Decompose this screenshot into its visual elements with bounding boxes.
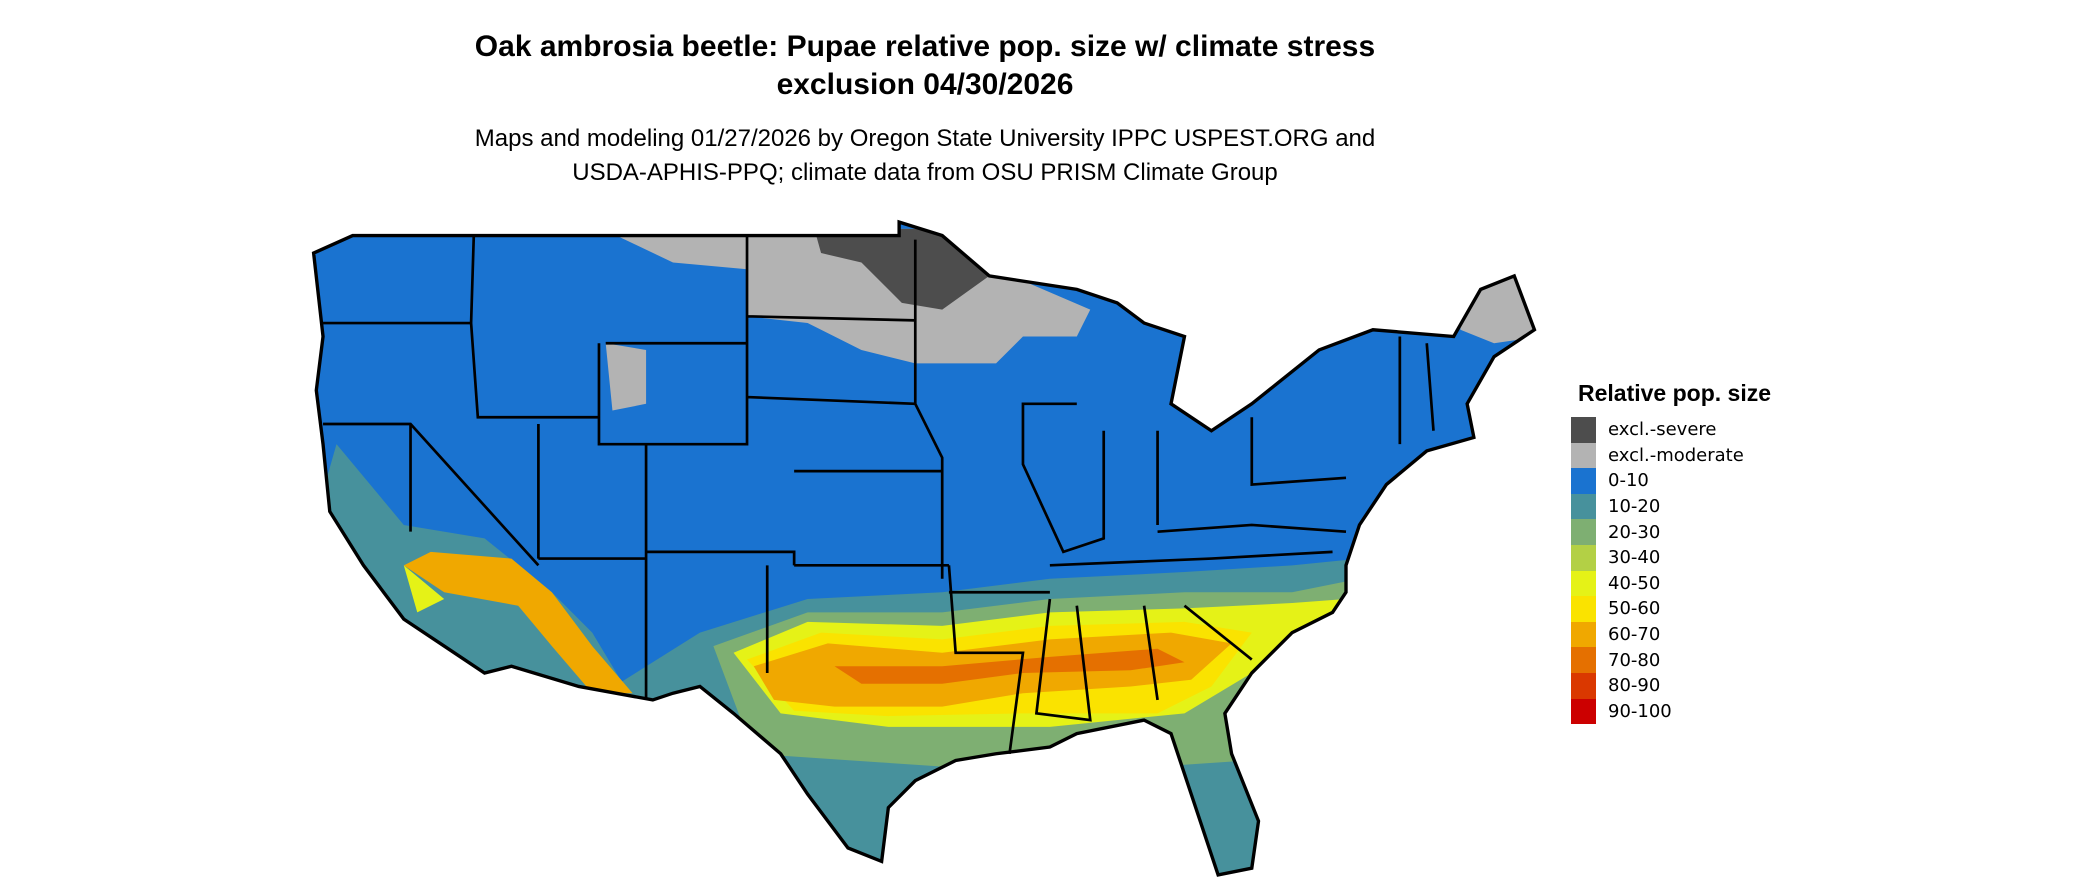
legend-item: excl.-severe [1571,417,1771,443]
legend-swatch [1571,442,1596,469]
legend-label: 20-30 [1608,521,1661,543]
legend-label: 10-20 [1608,496,1661,518]
zone-70-80 [834,648,1185,684]
zone-60-70-west [403,551,633,694]
legend-swatch [1571,493,1596,520]
map-legend: Relative pop. size excl.-severe excl.-mod… [1571,380,1772,725]
legend-label: 70-80 [1608,649,1661,671]
map-title-line2: exclusion 04/30/2026 [776,68,1074,101]
state-boundaries [323,235,1435,754]
legend-swatch [1571,596,1596,622]
legend-swatch [1571,519,1596,545]
legend-swatch [1571,647,1596,673]
legend-item: 0-10 [1571,468,1771,494]
legend-label: 90-100 [1608,700,1672,722]
legend-label: 80-90 [1608,675,1661,697]
legend-label: 60-70 [1608,624,1661,646]
us-border [311,219,1537,877]
legend-item: 20-30 [1571,519,1771,545]
legend-swatch [1571,468,1596,494]
legend-swatch [1571,570,1596,597]
legend-label: 40-50 [1608,572,1661,594]
zone-40-50-west [403,565,445,613]
zone-excl-severe [814,228,990,310]
legend-item: 80-90 [1571,672,1771,699]
map-title-line1: Oak ambrosia beetle: Pupae relative pop.… [474,30,1376,63]
legend-item: 30-40 [1571,544,1771,571]
legend-swatch [1571,544,1596,571]
map-subtitle-line1: Maps and modeling 01/27/2026 by Oregon S… [474,125,1376,152]
legend-label: 30-40 [1608,547,1661,569]
legend-swatch [1571,672,1596,699]
legend-item: 90-100 [1571,698,1771,725]
zone-excl-moderate-rockies [605,343,647,411]
legend-item: 10-20 [1571,493,1771,520]
legend-item: excl.-moderate [1571,442,1771,469]
legend-label: 50-60 [1608,598,1661,620]
legend-swatch [1571,698,1596,725]
legend-label: 0-10 [1608,470,1649,492]
legend-item: 40-50 [1571,570,1771,597]
legend-item: 70-80 [1571,647,1771,673]
legend-title: Relative pop. size [1578,380,1772,406]
legend-label: excl.-severe [1608,419,1717,441]
legend-swatch [1571,417,1596,443]
legend-label: excl.-moderate [1608,444,1744,466]
map-subtitle-line2: USDA-APHIS-PPQ; climate data from OSU PR… [572,159,1278,186]
zone-excl-moderate-north [619,236,748,270]
legend-item: 50-60 [1571,596,1771,622]
legend-swatch [1571,621,1596,648]
legend-item: 60-70 [1571,621,1771,648]
